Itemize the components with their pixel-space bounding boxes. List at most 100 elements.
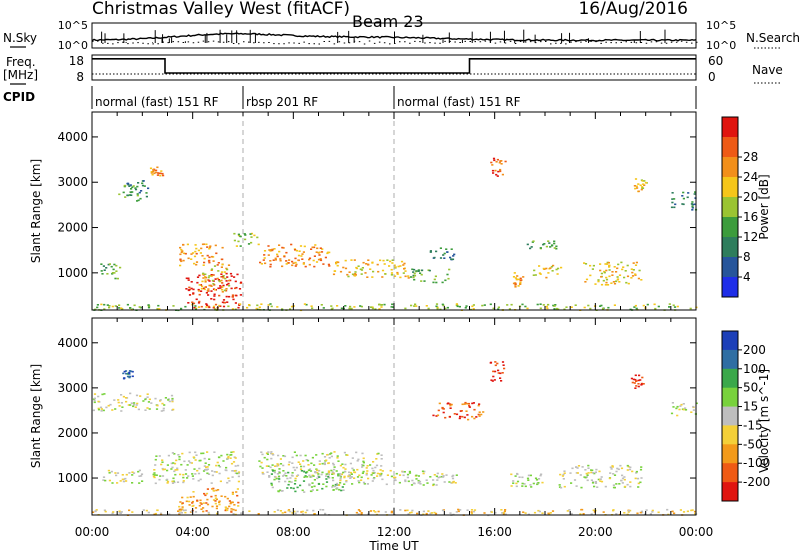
echo-cell <box>210 482 213 484</box>
echo-cell <box>494 169 497 172</box>
echo-cell <box>437 476 440 479</box>
echo-cell <box>318 476 321 478</box>
echo-cell <box>189 461 192 464</box>
echo-cell <box>301 510 304 513</box>
echo-cell <box>237 240 240 243</box>
echo-cell <box>335 470 338 472</box>
echo-cell <box>294 265 297 267</box>
echo-cell <box>232 508 235 511</box>
echo-cell <box>293 469 297 471</box>
echo-cell <box>391 303 394 306</box>
echo-cell <box>237 464 240 467</box>
echo-cell <box>519 277 522 280</box>
echo-cell <box>217 279 220 281</box>
echo-cell <box>448 481 451 483</box>
echo-cell <box>325 473 328 475</box>
echo-cell <box>282 247 285 249</box>
echo-cell <box>226 301 229 303</box>
echo-cell <box>187 475 190 477</box>
echo-cell <box>432 484 435 487</box>
echo-cell <box>196 499 199 502</box>
power-colorbar-label: Power [dB] <box>757 174 771 239</box>
colorbar-cell <box>722 217 738 238</box>
echo-cell <box>311 482 314 484</box>
echo-cell <box>134 187 137 189</box>
echo-cell <box>279 458 282 460</box>
echo-cell <box>455 304 458 307</box>
echo-cell <box>532 274 535 276</box>
echo-cell <box>203 257 206 260</box>
echo-cell <box>341 463 344 465</box>
echo-cell <box>362 457 365 460</box>
echo-cell <box>170 394 174 397</box>
echo-cell <box>563 308 566 311</box>
echo-cell <box>225 466 228 469</box>
echo-cell <box>326 252 329 255</box>
echo-cell <box>575 485 578 487</box>
echo-cell <box>210 255 214 258</box>
echo-cell <box>295 249 298 252</box>
echo-cell <box>510 473 513 476</box>
echo-cell <box>179 246 182 249</box>
echo-cell <box>206 498 209 501</box>
echo-cell <box>201 285 204 288</box>
echo-cell <box>427 269 430 271</box>
echo-cell <box>234 287 237 290</box>
echo-cell <box>475 416 478 418</box>
echo-cell <box>138 306 141 308</box>
echo-cell <box>592 264 595 267</box>
echo-cell <box>455 511 458 513</box>
echo-cell <box>361 267 364 269</box>
echo-cell <box>472 308 475 310</box>
echo-cell <box>514 286 517 288</box>
echo-cell <box>348 307 351 310</box>
echo-cell <box>267 451 270 453</box>
echo-cell <box>344 468 347 470</box>
echo-cell <box>340 489 343 492</box>
echo-cell <box>386 259 389 261</box>
echo-cell <box>530 486 533 488</box>
echo-cell <box>262 473 265 475</box>
echo-cell <box>526 477 530 480</box>
echo-cell <box>294 490 297 493</box>
echo-cell <box>194 305 197 307</box>
echo-cell <box>399 276 402 279</box>
echo-cell <box>332 489 335 491</box>
echo-cell <box>110 265 113 268</box>
echo-cell <box>681 195 684 197</box>
nsky-panel-frame <box>91 22 697 49</box>
echo-cell <box>615 470 618 473</box>
echo-cell <box>273 511 276 513</box>
echo-cell <box>603 270 606 273</box>
echo-cell <box>369 268 372 270</box>
echo-cell <box>205 243 208 246</box>
echo-cell <box>371 306 374 308</box>
echo-cell <box>278 471 281 473</box>
echo-cell <box>380 458 383 460</box>
echo-cell <box>339 476 342 478</box>
echo-cell <box>466 509 469 511</box>
echo-cell <box>171 482 175 484</box>
echo-cell <box>653 303 656 306</box>
echo-cell <box>344 470 347 473</box>
echo-cell <box>226 458 229 460</box>
echo-cell <box>108 263 111 265</box>
echo-cell <box>210 285 213 287</box>
echo-cell <box>228 505 231 508</box>
echo-cell <box>420 280 423 282</box>
y-tick-label: 2000 <box>57 426 88 440</box>
echo-cell <box>628 468 632 471</box>
echo-cell <box>472 510 476 513</box>
echo-cell <box>353 306 356 308</box>
echo-cell <box>143 185 146 187</box>
echo-cell <box>381 470 384 472</box>
echo-cell <box>193 468 196 470</box>
echo-cell <box>273 475 277 478</box>
colorbar-tick-label: 15 <box>743 400 758 414</box>
echo-cell <box>335 262 338 265</box>
echo-cell <box>278 480 281 483</box>
echo-cell <box>631 381 634 384</box>
echo-cell <box>237 480 240 483</box>
echo-cell <box>266 458 269 461</box>
echo-cell <box>343 483 346 485</box>
